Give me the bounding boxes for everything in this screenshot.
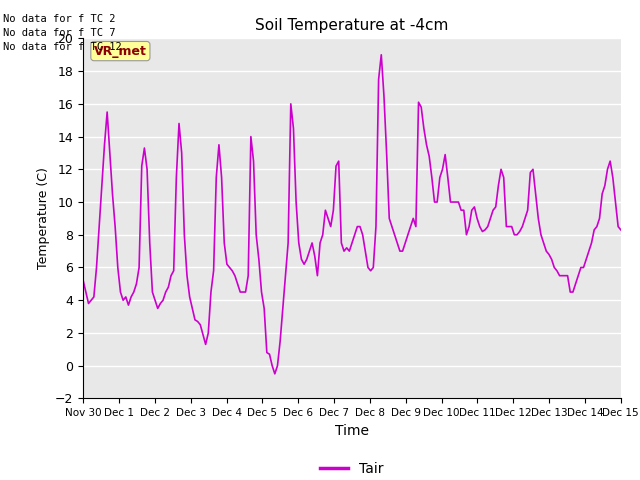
Text: No data for f TC 12: No data for f TC 12 [3,42,122,52]
Text: No data for f TC 2: No data for f TC 2 [3,13,116,24]
X-axis label: Time: Time [335,424,369,438]
Text: VR_met: VR_met [94,45,147,58]
Text: No data for f TC 7: No data for f TC 7 [3,28,116,38]
Y-axis label: Temperature (C): Temperature (C) [36,168,49,269]
Title: Soil Temperature at -4cm: Soil Temperature at -4cm [255,18,449,33]
Legend: Tair: Tair [315,456,389,480]
